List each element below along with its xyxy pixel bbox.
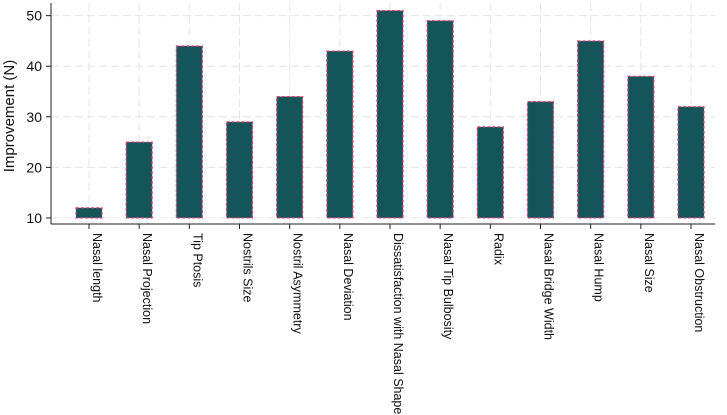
bar [75,207,103,219]
x-category-label: Nasal Obstruction [692,233,706,332]
y-axis-title: Improvement (N) [1,60,18,173]
bar [225,121,254,219]
x-category-label: Nasal Deviation [341,233,355,321]
y-tick-label: 30 [26,109,42,125]
x-category-label: Nostril Asymmetry [291,233,305,334]
x-category-label: Dissatisfaction with Nasal Shape [391,233,405,414]
y-tick-label: 50 [26,8,42,24]
x-category-label: Nasal length [90,233,104,303]
bar [175,45,203,219]
x-category-label: Nasal Size [642,233,656,293]
bar [426,20,454,219]
x-category-label: Radix [491,233,505,266]
y-tick-label: 20 [26,159,42,175]
bar [577,40,605,219]
x-category-label: Tip Ptosis [190,233,204,287]
bar [326,50,354,219]
bar [476,126,504,219]
bar [276,95,304,219]
bar-layer [75,9,705,219]
bar [125,141,153,219]
y-tick-label: 40 [26,58,42,74]
x-category-label: Nostrils Size [241,233,255,303]
bar [526,101,555,219]
y-tick-label: 10 [26,210,42,226]
bar [376,9,404,219]
x-category-label: Nasal Projection [140,233,154,324]
x-category-label: Nasal Bridge Width [542,233,556,340]
bar [627,75,655,219]
x-category-label: Nasal Tip Bulbosity [441,233,455,340]
axis-layer: 10 20 30 40 50 Nasal length Nasal Projection Ti… [26,3,715,414]
x-category-label: Nasal Hump [592,233,606,302]
bar [677,106,705,219]
